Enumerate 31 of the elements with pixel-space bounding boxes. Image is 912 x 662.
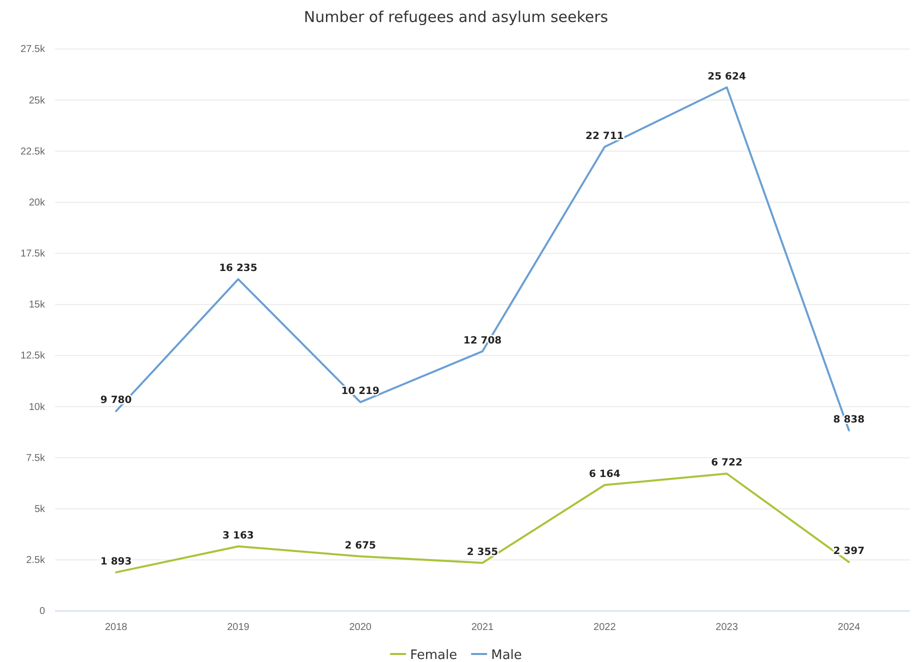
data-label: 6 722 [711,458,742,469]
chart-title: Number of refugees and asylum seekers [304,8,608,26]
x-tick-label: 2023 [716,622,738,634]
y-tick-label: 2.5k [26,555,46,566]
data-label: 3 163 [222,530,254,542]
x-tick-label: 2022 [594,622,616,634]
data-label: 6 164 [588,469,620,480]
y-tick-label: 5k [34,504,46,516]
data-label: 2 675 [344,540,376,552]
legend-label: Male [491,648,522,662]
data-label: 16 235 [219,263,258,274]
x-tick-label: 2020 [349,622,372,634]
y-tick-label: 12.5k [20,350,46,362]
y-tick-label: 22.5k [20,146,46,158]
y-tick-label: 17.5k [20,248,46,260]
data-label: 25 624 [708,71,746,82]
y-tick-label: 10k [28,402,46,413]
y-tick-label: 0 [39,606,46,618]
data-label: 1 893 [100,556,132,568]
y-tick-label: 15k [28,300,46,311]
x-tick-label: 2024 [838,622,860,634]
x-tick-label: 2021 [471,622,494,634]
y-tick-label: 25k [28,95,46,106]
data-label: 22 711 [586,130,624,142]
legend-label: Female [410,648,458,662]
y-tick-label: 7.5k [26,452,46,464]
y-tick-label: 27.5k [20,44,46,56]
data-label: 2 355 [466,546,498,558]
x-tick-label: 2019 [227,622,250,634]
x-tick-label: 2018 [104,622,128,634]
y-tick-label: 20k [28,197,46,208]
